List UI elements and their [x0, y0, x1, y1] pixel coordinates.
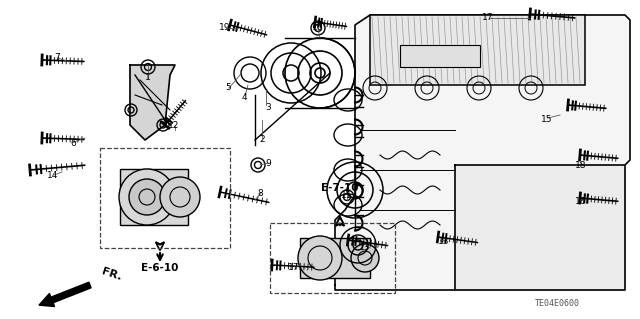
Circle shape: [129, 179, 165, 215]
Text: 5: 5: [225, 84, 231, 93]
Text: 10: 10: [312, 23, 324, 32]
Text: 4: 4: [241, 93, 247, 101]
Bar: [300, 238, 370, 278]
Text: 9: 9: [265, 159, 271, 167]
Circle shape: [298, 236, 342, 280]
Text: 12: 12: [168, 122, 180, 130]
Text: 19: 19: [220, 24, 231, 33]
Text: TE04E0600: TE04E0600: [535, 299, 580, 308]
Text: 3: 3: [265, 102, 271, 112]
Text: 18: 18: [575, 160, 587, 169]
Text: 1: 1: [145, 73, 151, 83]
Bar: [100, 148, 230, 248]
Circle shape: [160, 177, 200, 217]
Circle shape: [119, 169, 175, 225]
Text: E-6-10: E-6-10: [141, 263, 179, 273]
Text: 6: 6: [70, 138, 76, 147]
FancyArrow shape: [39, 282, 91, 307]
Bar: [120, 169, 188, 225]
Text: 14: 14: [47, 172, 59, 181]
Text: FR.: FR.: [100, 266, 123, 282]
Circle shape: [351, 244, 379, 272]
Text: 8: 8: [257, 189, 263, 198]
Text: E-7-10: E-7-10: [321, 183, 359, 193]
Polygon shape: [130, 65, 175, 140]
Bar: [270, 223, 395, 293]
Polygon shape: [335, 15, 630, 290]
Bar: [370, 15, 585, 85]
Text: 15: 15: [541, 115, 553, 123]
Text: 13: 13: [438, 236, 450, 246]
Bar: [400, 45, 480, 67]
Text: 13: 13: [359, 242, 371, 251]
Text: 7: 7: [54, 53, 60, 62]
Text: 16: 16: [575, 197, 587, 205]
Text: 17: 17: [288, 263, 300, 272]
Text: 17: 17: [483, 13, 493, 23]
Text: 11: 11: [341, 191, 353, 201]
Text: 2: 2: [259, 136, 265, 145]
Polygon shape: [455, 165, 625, 290]
